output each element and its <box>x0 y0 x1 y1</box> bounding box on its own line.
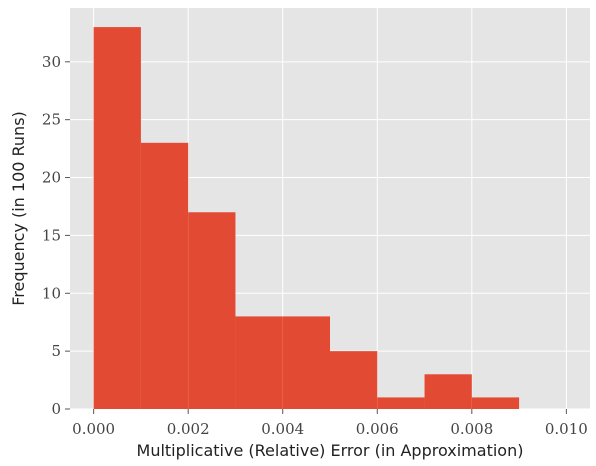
y-axis-label: Frequency (in 100 Runs) <box>9 111 28 306</box>
bars <box>93 27 520 409</box>
y-tick-label: 20 <box>42 169 61 187</box>
histogram-bar <box>424 374 472 409</box>
histogram-bar <box>188 212 236 409</box>
y-tick-label: 30 <box>42 53 61 71</box>
histogram-bar <box>93 27 141 409</box>
histogram-bar <box>471 397 520 409</box>
x-tick-label: 0.004 <box>261 420 304 438</box>
histogram-bar <box>330 351 378 409</box>
y-axis: 0 5 10 15 20 25 30 <box>42 53 70 418</box>
y-tick-label: 25 <box>42 111 61 129</box>
y-tick-label: 15 <box>42 226 61 244</box>
y-tick-label: 10 <box>42 284 61 302</box>
histogram-bar <box>282 316 330 409</box>
y-tick-label: 0 <box>51 400 61 418</box>
x-tick-label: 0.006 <box>356 420 399 438</box>
x-axis-label: Multiplicative (Relative) Error (in Appr… <box>137 441 524 460</box>
x-axis: 0.000 0.002 0.004 0.006 0.008 0.010 <box>72 409 588 438</box>
x-tick-label: 0.000 <box>72 420 115 438</box>
histogram-bar <box>377 397 425 409</box>
histogram-bar <box>140 142 189 409</box>
x-tick-label: 0.002 <box>167 420 210 438</box>
y-tick-label: 5 <box>51 342 61 360</box>
x-tick-label: 0.008 <box>450 420 493 438</box>
histogram-bar <box>235 316 283 409</box>
x-tick-label: 0.010 <box>545 420 588 438</box>
